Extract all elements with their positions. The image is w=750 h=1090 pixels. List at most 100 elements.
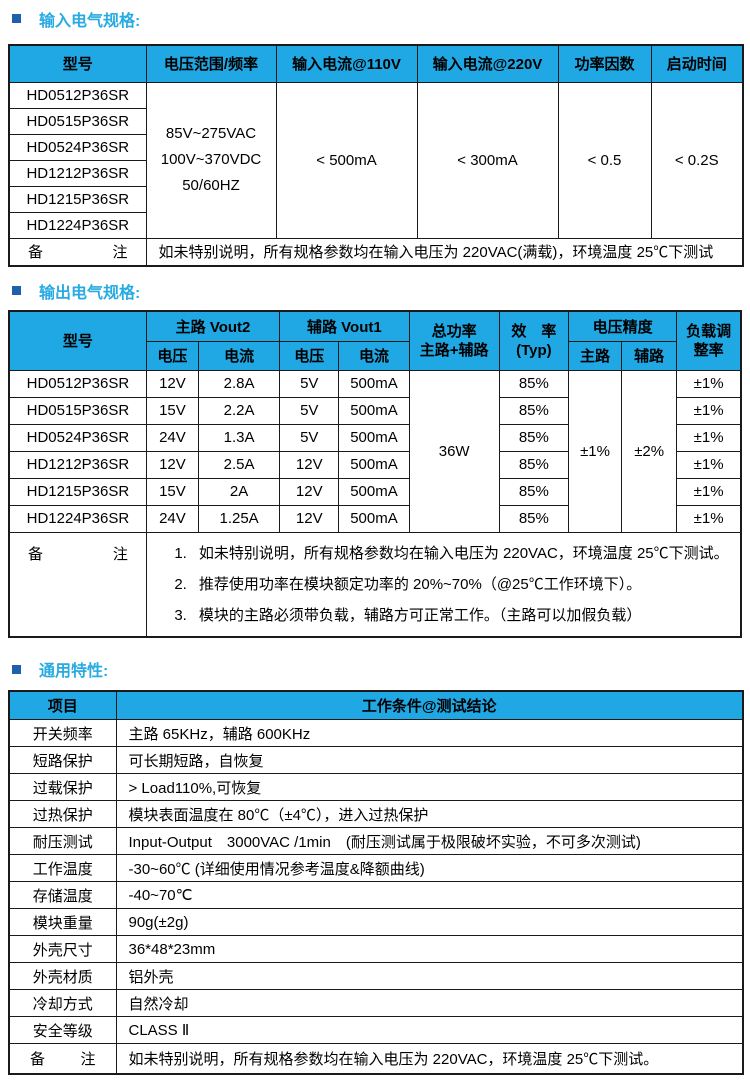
table-row: HD0515P36SR 15V 2.2A 5V 500mA 85% ±1% [8,396,742,425]
col-header-condition: 工作条件@测试结论 [115,690,744,720]
col-header-voltage-range: 电压范围/频率 [145,44,277,83]
aux-current-cell: 500mA [338,369,410,398]
table-row: HD1215P36SR [8,185,743,213]
voltage-range-line: 100V~370VDC [160,151,262,168]
main-voltage-cell: 15V [145,396,199,425]
aux-voltage-cell: 12V [279,450,340,479]
model-cell: HD0512P36SR [8,81,147,109]
main-voltage-cell: 24V [145,423,199,452]
item-cell: 短路保护 [8,746,117,774]
total-power-line2: 主路+辅路 [419,341,489,359]
main-voltage-cell: 12V [145,369,199,398]
main-voltage-cell: 12V [145,450,199,479]
item-cell: 模块重量 [8,908,117,936]
col-header-main-voltage: 电压 [145,340,199,371]
col-header-load-regulation: 负载调 整率 [676,310,742,371]
efficiency-cell: 85% [498,477,569,506]
table-row: 开关频率 主路 65KHz，辅路 600KHz [8,719,744,747]
value-cell: -40~70℃ [115,881,744,909]
model-cell: HD1212P36SR [8,159,147,187]
aux-voltage-cell: 12V [279,477,340,506]
model-cell: HD1224P36SR [8,504,147,533]
note-row: 备注 如未特别说明，所有规格参数均在输入电压为 220VAC(满载)，环境温度 … [8,237,744,267]
note-row: 备注 1. 如未特别说明，所有规格参数均在输入电压为 220VAC，环境温度 2… [8,531,742,637]
table-row: 过载保护 > Load110%,可恢复 [8,773,744,801]
item-cell: 工作温度 [8,854,117,882]
general-characteristics-table: 项目 工作条件@测试结论 开关频率 主路 65KHz，辅路 600KHz 短路保… [8,689,744,1075]
efficiency-cell: 85% [498,504,569,533]
power-factor-cell: < 0.5 [557,81,652,239]
voltage-range-line: 50/60HZ [182,177,240,194]
note-line: 1. 如未特别说明，所有规格参数均在输入电压为 220VAC，环境温度 25℃下… [147,538,740,569]
col-header-power-factor: 功率因数 [557,44,652,83]
model-cell: HD0512P36SR [8,369,147,398]
col-header-model: 型号 [8,310,147,371]
col-header-efficiency: 效 率 (Typ) [498,310,569,371]
voltage-range-line: 85V~275VAC [165,125,257,142]
table-row: 存储温度 -40~70℃ [8,881,744,909]
load-reg-cell: ±1% [676,504,742,533]
load-reg-line2: 整率 [693,341,724,359]
table-row: HD0515P36SR [8,107,743,135]
item-cell: 外壳尺寸 [8,935,117,963]
note-text: 1. 如未特别说明，所有规格参数均在输入电压为 220VAC，环境温度 25℃下… [145,531,742,637]
item-cell: 安全等级 [8,1016,117,1044]
table-row: 模块重量 90g(±2g) [8,908,744,936]
table-row: HD1224P36SR 24V 1.25A 12V 500mA 85% ±1% [8,504,742,533]
main-voltage-cell: 15V [145,477,199,506]
precision-aux-cell: ±2% [621,369,678,533]
model-cell: HD0524P36SR [8,423,147,452]
item-cell: 冷却方式 [8,989,117,1017]
table-row: 外壳尺寸 36*48*23mm [8,935,744,963]
efficiency-cell: 85% [498,423,569,452]
main-current-cell: 2.2A [197,396,281,425]
table-row: HD1224P36SR [8,211,743,239]
note-label: 备注 [8,531,147,637]
header-row: 型号 电压范围/频率 输入电流@110V 输入电流@220V 功率因数 启动时间 [8,44,744,83]
item-cell: 过载保护 [8,773,117,801]
main-current-cell: 1.3A [197,423,281,452]
table-row: 安全等级 CLASS Ⅱ [8,1016,744,1044]
section-title-general: 通用特性: [12,659,750,680]
load-reg-cell: ±1% [676,477,742,506]
model-cell: HD0515P36SR [8,107,147,135]
model-cell: HD0524P36SR [8,133,147,161]
note-line: 2. 推荐使用功率在模块额定功率的 20%~70%（@25℃工作环境下）。 [147,569,740,600]
note-text: 如未特别说明，所有规格参数均在输入电压为 220VAC(满载)，环境温度 25℃… [145,237,744,267]
output-spec-table: 型号 主路 Vout2 辅路 Vout1 总功率 主路+辅路 效 率 (Typ)… [8,310,742,638]
value-cell: 36*48*23mm [115,935,744,963]
item-cell: 外壳材质 [8,962,117,990]
header-row-1: 型号 主路 Vout2 辅路 Vout1 总功率 主路+辅路 效 率 (Typ)… [8,310,742,371]
table-row: 短路保护 可长期短路，自恢复 [8,746,744,774]
section-title-output: 输出电气规格: [12,280,750,302]
aux-current-cell: 500mA [338,396,410,425]
value-cell: -30~60℃ (详细使用情况参考温度&降额曲线) [115,854,744,882]
col-header-main-group: 主路 Vout2 [145,310,281,342]
value-cell: Input-Output 3000VAC /1min (耐压测试属于极限破坏实验… [115,827,744,855]
efficiency-line2: (Typ) [516,341,552,359]
table-row: HD0512P36SR 85V~275VAC 100V~370VDC 50/60… [8,81,744,239]
note-number: 3. [174,606,187,624]
value-cell: 模块表面温度在 80℃（±4℃），进入过热保护 [115,800,744,828]
main-current-cell: 2.8A [197,369,281,398]
square-bullet-icon [12,14,21,23]
total-power-line1: 总功率 [431,322,477,340]
efficiency-cell: 85% [498,396,569,425]
aux-voltage-cell: 5V [279,396,340,425]
value-cell: 主路 65KHz，辅路 600KHz [115,719,744,747]
efficiency-cell: 85% [498,369,569,398]
note-line: 3. 模块的主路必须带负载，辅路方可正常工作。（主路可以加假负载） [147,600,740,631]
table-row: HD0524P36SR 24V 1.3A 5V 500mA 85% ±1% [8,423,742,452]
aux-voltage-cell: 5V [279,369,340,398]
aux-current-cell: 500mA [338,504,410,533]
section-title-text: 输入电气规格: [39,12,141,30]
load-reg-cell: ±1% [676,396,742,425]
load-reg-line1: 负载调 [686,322,732,340]
note-line-text: 模块的主路必须带负载，辅路方可正常工作。（主路可以加假负载） [198,606,642,624]
col-header-model: 型号 [8,44,147,83]
value-cell: 90g(±2g) [115,908,744,936]
efficiency-cell: 85% [498,450,569,479]
note-label: 备注 [8,237,147,267]
col-header-aux-group: 辅路 Vout1 [279,310,410,342]
section-title-input: 输入电气规格: [12,8,750,30]
